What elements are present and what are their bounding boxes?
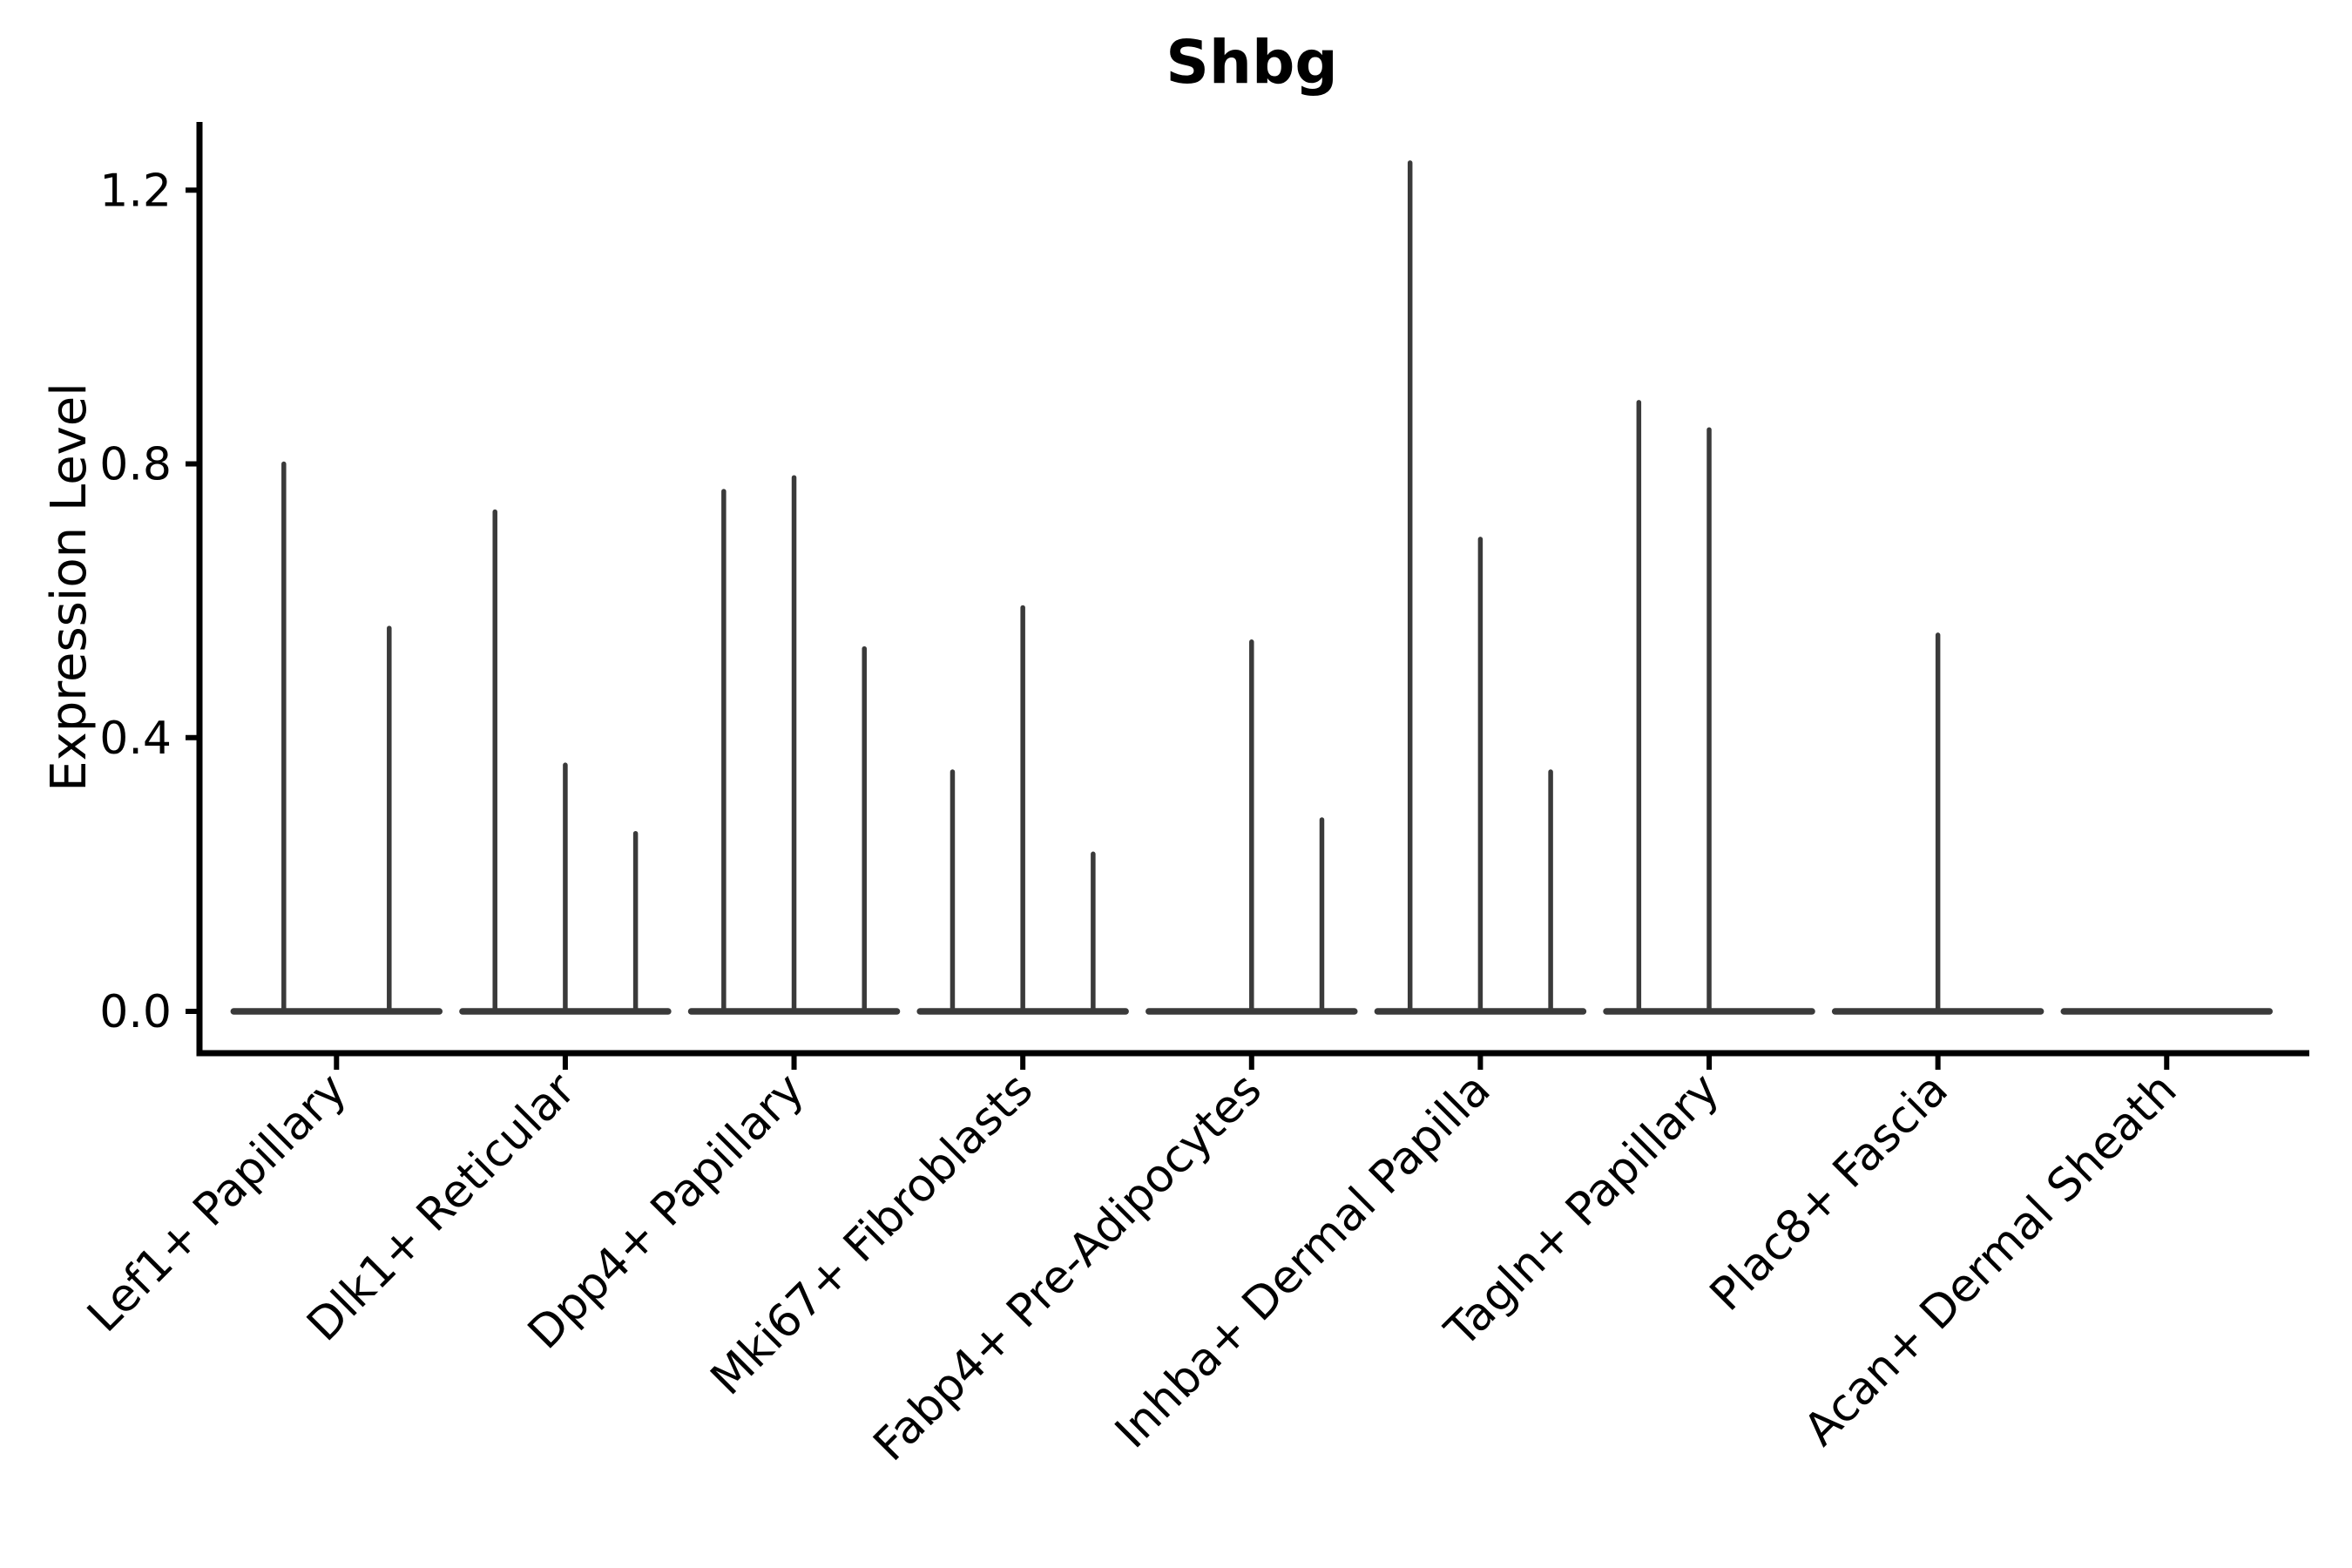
- x-tick-label: Fabp4+ Pre-Adipocytes: [864, 1064, 1272, 1471]
- y-tick-label: 1.2: [99, 165, 172, 217]
- y-axis-title: Expression Level: [41, 382, 98, 792]
- x-tick-label: Plac8+ Fascia: [1700, 1064, 1958, 1321]
- y-tick-label: 0.8: [99, 439, 172, 491]
- x-tick-label: Acan+ Dermal Sheath: [1794, 1064, 2187, 1456]
- x-tick-label: Inhba+ Dermal Papilla: [1105, 1064, 1500, 1458]
- y-tick-label: 0.0: [99, 986, 172, 1038]
- y-tick-label: 0.4: [99, 713, 172, 765]
- plot-title: Shbg: [1166, 28, 1338, 98]
